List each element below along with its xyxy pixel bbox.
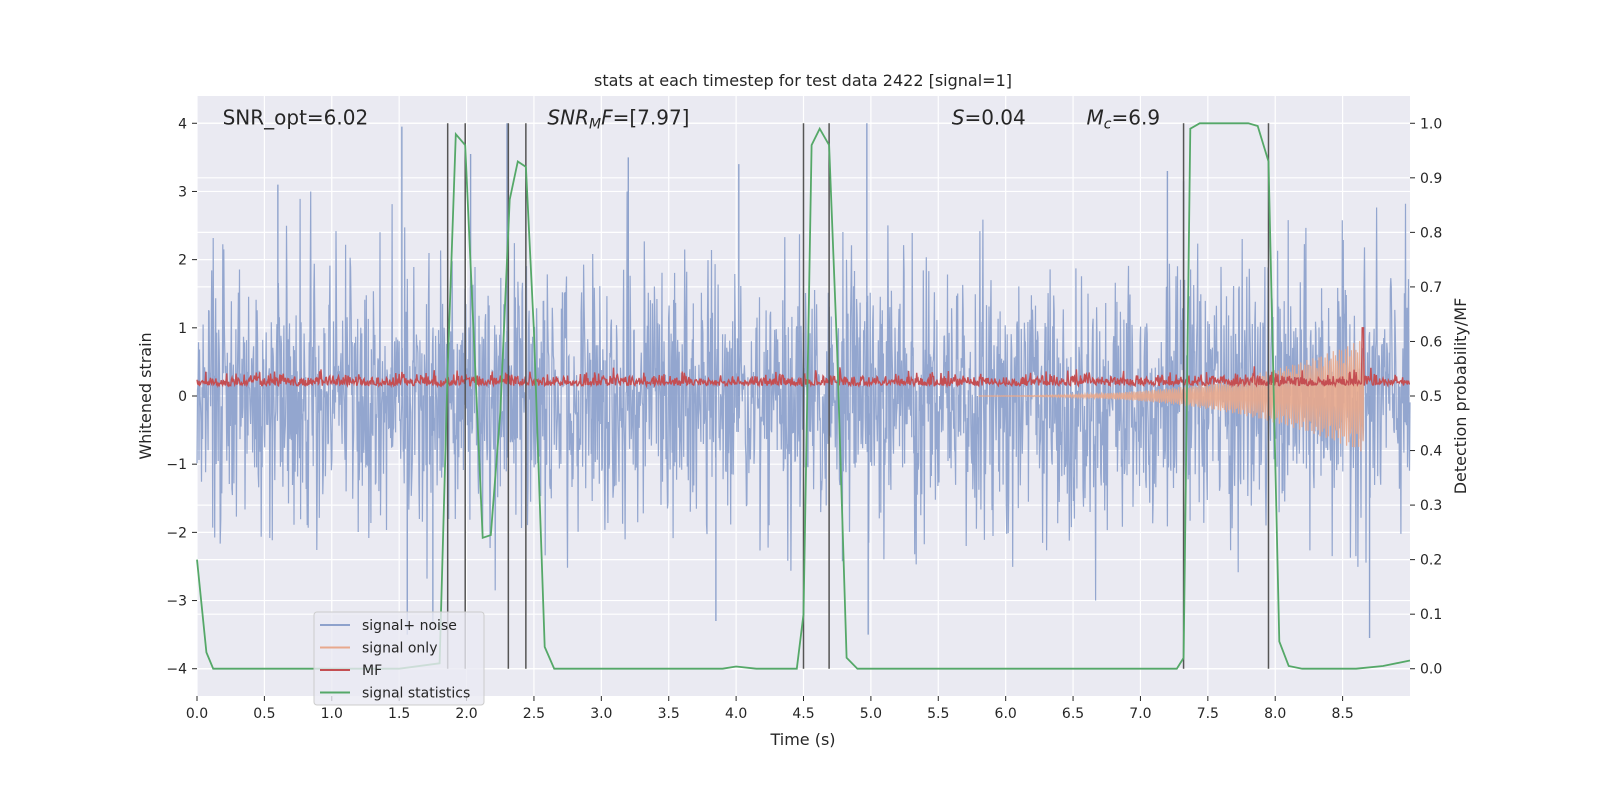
legend-label-2: MF xyxy=(362,663,382,679)
y2-tick-label: 0.1 xyxy=(1420,607,1442,623)
y-tick-label: −3 xyxy=(166,594,187,610)
x-tick-label: 5.0 xyxy=(860,706,882,722)
x-tick-label: 7.5 xyxy=(1197,706,1219,722)
annotations: SNR_opt=6.02 SNRMF=[7.97] S=0.04 Mc=6.9 xyxy=(223,105,1160,132)
annotation-snr-mf: SNRMF=[7.97] xyxy=(547,105,689,132)
x-tick-label: 5.5 xyxy=(927,706,949,722)
y2-tick-label: 0.5 xyxy=(1420,389,1442,405)
y2-tick-label: 0.3 xyxy=(1420,498,1442,514)
y2-tick-label: 0.6 xyxy=(1420,334,1442,350)
legend: signal+ noise signal only MF signal statist… xyxy=(313,611,485,706)
y2-axis-ticks: 0.0 0.1 0.2 0.3 0.4 0.5 0.6 0.7 0.8 0.9 1.0 xyxy=(1410,116,1442,678)
y-axis-label: Whitened strain xyxy=(136,332,155,459)
legend-label-1: signal only xyxy=(362,641,437,657)
x-tick-label: 7.0 xyxy=(1129,706,1151,722)
x-axis-label: Time (s) xyxy=(769,730,835,749)
x-tick-label: 4.0 xyxy=(725,706,747,722)
y2-tick-label: 1.0 xyxy=(1420,116,1442,132)
x-tick-label: 2.0 xyxy=(455,706,477,722)
y2-tick-label: 0.2 xyxy=(1420,553,1442,569)
y-tick-label: 1 xyxy=(178,321,187,337)
y-tick-label: −2 xyxy=(166,525,187,541)
y-tick-label: 0 xyxy=(178,389,187,405)
x-tick-label: 6.5 xyxy=(1062,706,1084,722)
chart-title: stats at each timestep for test data 242… xyxy=(594,71,1012,90)
y-tick-label: 3 xyxy=(178,184,187,200)
signal-statistics-series xyxy=(196,122,1411,670)
x-tick-label: 1.0 xyxy=(321,706,343,722)
x-tick-label: 4.5 xyxy=(792,706,814,722)
y2-tick-label: 0.8 xyxy=(1420,225,1442,241)
x-tick-label: 1.5 xyxy=(388,706,410,722)
signal-noise-series xyxy=(196,123,1411,639)
y2-tick-label: 0.7 xyxy=(1420,280,1442,296)
signal-only-line xyxy=(978,340,1365,452)
y2-tick-label: 0.0 xyxy=(1420,662,1442,678)
annotation-mc-value: Mc=6.9 xyxy=(1087,105,1161,132)
y-tick-label: 2 xyxy=(178,253,187,269)
legend-label-3: signal statistics xyxy=(362,686,470,702)
x-tick-label: 6.0 xyxy=(995,706,1017,722)
y2-tick-label: 0.4 xyxy=(1420,444,1442,460)
legend-label-0: signal+ noise xyxy=(362,618,457,634)
y2-tick-label: 0.9 xyxy=(1420,171,1442,187)
x-tick-label: 8.0 xyxy=(1264,706,1286,722)
y-tick-label: −4 xyxy=(166,662,187,678)
x-tick-label: 0.5 xyxy=(253,706,275,722)
x-axis-ticks: 0.0 0.5 1.0 1.5 2.0 2.5 3.0 3.5 4.0 4.5 5.0 5.5 6.0 6… xyxy=(186,696,1354,722)
y2-axis-label: Detection probability/MF xyxy=(1451,298,1470,495)
x-tick-label: 3.5 xyxy=(658,706,680,722)
x-tick-label: 0.0 xyxy=(186,706,208,722)
y-tick-label: −1 xyxy=(166,457,187,473)
x-tick-label: 8.5 xyxy=(1331,706,1353,722)
y-axis-ticks: −4 −3 −2 −1 0 1 2 3 4 xyxy=(166,116,197,678)
annotation-snr-opt: SNR_opt=6.02 xyxy=(223,105,369,129)
signal-only-series xyxy=(978,340,1365,452)
x-tick-label: 3.0 xyxy=(590,706,612,722)
x-tick-label: 2.5 xyxy=(523,706,545,722)
signal-statistics-line xyxy=(196,122,1411,670)
y-tick-label: 4 xyxy=(178,116,187,132)
legend-box xyxy=(313,611,485,706)
annotation-s-value: S=0.04 xyxy=(952,105,1026,129)
